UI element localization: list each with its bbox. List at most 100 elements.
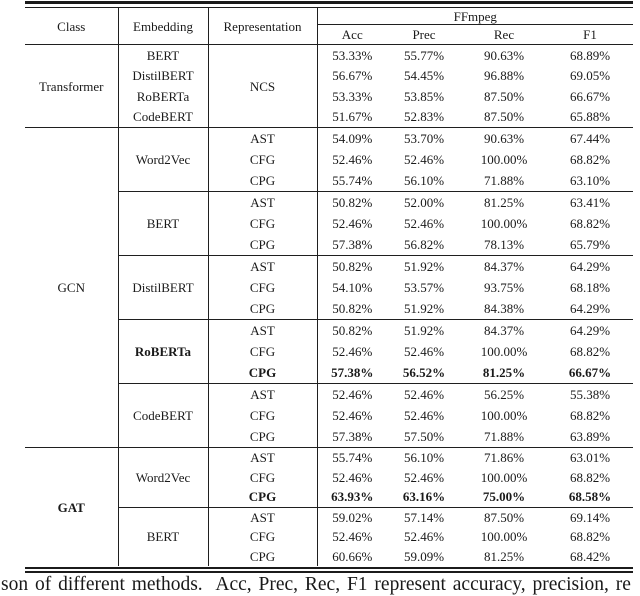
col-header-class: Class <box>25 8 118 46</box>
cell-prec: 53.85% <box>403 88 445 104</box>
cell-f1: 68.89% <box>547 44 634 66</box>
cell-acc: 54.09% <box>316 127 387 150</box>
cell-prec: 52.46% <box>403 529 445 545</box>
cell-rec: 100.00% <box>480 344 528 360</box>
cell-rec: 96.88% <box>483 68 525 84</box>
cell-representation: CFG <box>207 277 317 299</box>
table-row: CFG 52.46% 52.46% 100.00% 68.82% <box>25 213 633 235</box>
cell-prec: 57.14% <box>387 506 461 528</box>
cell-representation: CPG <box>207 170 317 192</box>
cell-class: Transformer <box>25 44 118 128</box>
table-row: GCN Word2Vec AST 54.09% 53.70% 90.63% 67.44% <box>25 127 634 448</box>
table-row: CFG 52.46% 52.46% 100.00% 68.82% <box>25 149 633 171</box>
header-row-metrics: Acc Prec Rec F1 <box>25 24 634 46</box>
cell-prec: 52.46% <box>403 216 445 232</box>
table-row: RoBERTa AST 50.82% 51.92% 84.37% 64.29% <box>25 319 634 384</box>
cell-f1: 63.10% <box>569 173 611 189</box>
table-row: RoBERTa 53.33% 53.85% 87.50% 66.67% <box>25 86 633 107</box>
cell-embedding: Word2Vec <box>117 447 208 508</box>
cell-f1: 55.38% <box>547 383 634 406</box>
cell-f1: 63.01% <box>547 447 634 468</box>
cell-embedding: CodeBERT <box>117 383 208 448</box>
cell-f1: 68.42% <box>569 548 611 564</box>
cell-acc: 59.02% <box>316 506 387 528</box>
cell-f1: 68.58% <box>568 489 612 505</box>
cell-acc: 52.46% <box>316 149 387 171</box>
col-header-representation: Representation <box>207 8 317 46</box>
cell-embedding: RoBERTa <box>117 319 208 384</box>
table-row: CFG 52.46% 52.46% 100.00% 68.82% <box>25 527 633 547</box>
cell-prec: 52.46% <box>403 469 445 485</box>
cell-rec: 84.37% <box>461 255 547 278</box>
table-row: GAT Word2Vec AST 55.74% 56.10% 71.86% 63.01% <box>25 447 634 567</box>
table-row: CPG 50.82% 51.92% 84.38% 64.29% <box>25 298 633 320</box>
table-row: CPG 57.38% 57.50% 71.88% 63.89% <box>25 426 633 448</box>
cell-prec: 52.83% <box>403 109 445 125</box>
cell-prec: 56.52% <box>402 365 446 381</box>
table-row: Transformer BERT NCS 53.33% 55.77% 90.63% 68.8… <box>25 44 634 128</box>
table-row: CFG 52.46% 52.46% 100.00% 68.82% <box>25 405 633 427</box>
top-rule-thin <box>25 6 633 9</box>
table-header: Class Embedding Representation FFmpeg Ac… <box>25 8 634 46</box>
table-row: CPG 57.38% 56.52% 81.25% 66.67% <box>25 362 633 384</box>
cell-representation: AST <box>207 447 317 468</box>
cell-f1: 64.29% <box>547 319 634 342</box>
cell-rec: 75.00% <box>482 489 526 505</box>
cell-acc: 57.38% <box>316 362 387 384</box>
cell-representation: AST <box>207 506 317 528</box>
cell-f1: 69.14% <box>547 506 634 528</box>
cell-rec: 81.25% <box>483 548 525 564</box>
cell-f1: 68.82% <box>569 408 611 424</box>
cell-representation: CFG <box>207 213 317 235</box>
cell-rec: 87.50% <box>483 109 525 125</box>
cell-acc: 53.33% <box>316 86 387 107</box>
table-row: CPG 63.93% 63.16% 75.00% 68.58% <box>25 487 633 508</box>
cell-acc: 50.82% <box>316 298 387 320</box>
cell-f1: 68.82% <box>569 152 611 168</box>
cell-embedding: RoBERTa <box>117 86 208 107</box>
cell-rec: 84.38% <box>483 301 525 317</box>
cell-acc: 52.46% <box>316 405 387 427</box>
table-row: CodeBERT 51.67% 52.83% 87.50% 65.88% <box>25 106 633 128</box>
table-row: BERT AST 50.82% 52.00% 81.25% 63.41% <box>25 191 634 256</box>
table-row: CPG 57.38% 56.82% 78.13% 65.79% <box>25 234 633 256</box>
col-header-f1: F1 <box>547 24 634 46</box>
cell-representation: CFG <box>207 467 317 488</box>
cell-acc: 53.33% <box>316 44 387 66</box>
cell-representation: CFG <box>207 405 317 427</box>
cell-embedding: CodeBERT <box>117 106 208 128</box>
cell-acc: 55.74% <box>316 447 387 468</box>
cell-prec: 51.92% <box>387 319 461 342</box>
table-row: CFG 52.46% 52.46% 100.00% 68.82% <box>25 467 633 488</box>
cell-f1: 68.82% <box>569 344 611 360</box>
cell-rec: 81.25% <box>482 365 526 381</box>
cell-acc: 57.38% <box>316 234 387 256</box>
cell-embedding: Word2Vec <box>117 127 208 192</box>
cell-f1: 63.41% <box>547 191 634 214</box>
cell-f1: 64.29% <box>569 301 611 317</box>
cell-f1: 69.05% <box>569 68 611 84</box>
cell-f1: 63.89% <box>569 429 611 445</box>
cell-representation: CFG <box>207 149 317 171</box>
cell-rec: 93.75% <box>483 280 525 296</box>
cell-prec: 53.70% <box>387 127 461 150</box>
col-header-acc: Acc <box>316 24 387 46</box>
header-row-top: Class Embedding Representation FFmpeg <box>25 8 634 46</box>
cell-prec: 52.46% <box>403 408 445 424</box>
cell-acc: 60.66% <box>316 546 387 567</box>
col-header-prec: Prec <box>387 24 461 46</box>
cell-prec: 59.09% <box>403 548 445 564</box>
cell-prec: 52.46% <box>403 344 445 360</box>
table-body: Transformer BERT NCS 53.33% 55.77% 90.63% 68.8… <box>25 44 634 567</box>
cell-acc: 50.82% <box>316 255 387 278</box>
cell-prec: 63.16% <box>402 489 446 505</box>
cell-representation: CPG <box>207 298 317 320</box>
cell-embedding: BERT <box>117 191 208 256</box>
cell-prec: 51.92% <box>403 301 445 317</box>
cell-f1: 68.82% <box>569 529 611 545</box>
cell-representation: CPG <box>207 362 317 384</box>
cell-f1: 68.82% <box>569 469 611 485</box>
cell-f1: 66.67% <box>569 88 611 104</box>
cell-prec: 57.50% <box>403 429 445 445</box>
